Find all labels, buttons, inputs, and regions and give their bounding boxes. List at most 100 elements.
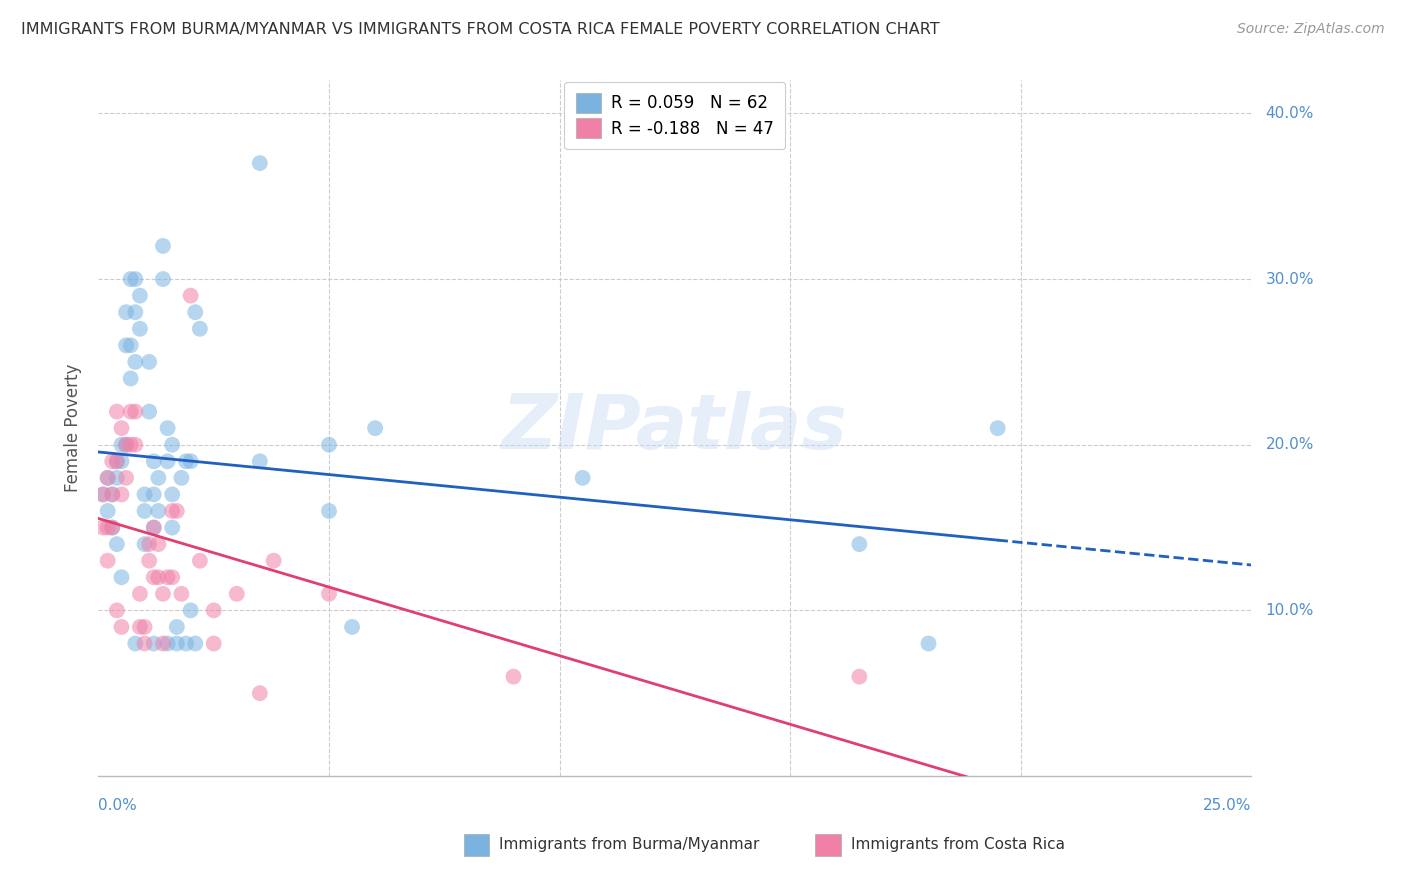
Point: [249, 454, 271, 468]
Point: [134, 487, 156, 501]
Point: [138, 404, 160, 418]
Point: [124, 305, 146, 319]
Point: [340, 620, 363, 634]
Point: [124, 404, 146, 418]
Point: [142, 487, 165, 501]
Point: [129, 620, 152, 634]
Point: [987, 421, 1010, 435]
Point: [160, 504, 183, 518]
Text: 25.0%: 25.0%: [1204, 798, 1251, 814]
Point: [148, 471, 170, 485]
Point: [142, 454, 165, 468]
Point: [138, 554, 160, 568]
Point: [101, 520, 124, 534]
Point: [170, 471, 193, 485]
Text: 40.0%: 40.0%: [1265, 106, 1313, 121]
Text: 20.0%: 20.0%: [1265, 437, 1313, 452]
Point: [156, 570, 179, 584]
Point: [263, 554, 285, 568]
Text: Immigrants from Burma/Myanmar: Immigrants from Burma/Myanmar: [499, 838, 759, 852]
Point: [110, 620, 132, 634]
Text: Immigrants from Costa Rica: Immigrants from Costa Rica: [851, 838, 1064, 852]
Point: [134, 537, 156, 551]
Point: [120, 371, 142, 385]
Point: [156, 421, 179, 435]
Point: [156, 454, 179, 468]
Point: [97, 471, 120, 485]
Point: [120, 338, 142, 352]
Point: [97, 471, 120, 485]
Point: [202, 636, 225, 650]
Point: [142, 520, 165, 534]
Point: [152, 636, 174, 650]
Point: [138, 355, 160, 369]
Point: [249, 686, 271, 700]
Point: [917, 636, 939, 650]
Point: [225, 587, 247, 601]
Point: [156, 636, 179, 650]
Point: [91, 487, 114, 501]
Point: [110, 454, 132, 468]
Point: [502, 670, 524, 684]
Point: [129, 288, 152, 302]
Point: [848, 537, 870, 551]
Point: [202, 603, 225, 617]
Point: [120, 272, 142, 286]
Point: [105, 404, 128, 418]
Point: [105, 454, 128, 468]
Point: [249, 156, 271, 170]
Point: [129, 322, 152, 336]
Point: [91, 487, 114, 501]
Point: [170, 587, 193, 601]
Point: [166, 620, 188, 634]
Point: [148, 537, 170, 551]
Point: [160, 520, 183, 534]
Point: [129, 587, 152, 601]
Point: [166, 636, 188, 650]
Text: 10.0%: 10.0%: [1265, 603, 1313, 618]
Point: [184, 636, 207, 650]
Point: [105, 537, 128, 551]
Point: [105, 454, 128, 468]
Point: [364, 421, 387, 435]
Point: [166, 504, 188, 518]
Point: [110, 438, 132, 452]
Point: [101, 487, 124, 501]
Point: [571, 471, 593, 485]
Text: ZIPatlas: ZIPatlas: [502, 392, 848, 465]
Point: [105, 471, 128, 485]
Point: [115, 471, 138, 485]
Point: [134, 504, 156, 518]
Text: 30.0%: 30.0%: [1265, 271, 1313, 286]
Point: [115, 305, 138, 319]
Point: [110, 487, 132, 501]
Point: [124, 355, 146, 369]
Point: [101, 487, 124, 501]
Point: [188, 322, 211, 336]
Legend: R = 0.059   N = 62, R = -0.188   N = 47: R = 0.059 N = 62, R = -0.188 N = 47: [564, 82, 786, 149]
Point: [134, 620, 156, 634]
Point: [180, 603, 202, 617]
Point: [160, 487, 183, 501]
Point: [318, 438, 340, 452]
Point: [91, 520, 114, 534]
Point: [124, 636, 146, 650]
Point: [152, 272, 174, 286]
Point: [188, 554, 211, 568]
Point: [142, 570, 165, 584]
Point: [148, 504, 170, 518]
Point: [101, 454, 124, 468]
Point: [142, 520, 165, 534]
Point: [124, 272, 146, 286]
Point: [120, 404, 142, 418]
Point: [105, 603, 128, 617]
Point: [152, 239, 174, 253]
Point: [180, 288, 202, 302]
Point: [160, 570, 183, 584]
Point: [180, 454, 202, 468]
Point: [115, 338, 138, 352]
Text: Source: ZipAtlas.com: Source: ZipAtlas.com: [1237, 22, 1385, 37]
Point: [101, 520, 124, 534]
Point: [138, 537, 160, 551]
Point: [115, 438, 138, 452]
